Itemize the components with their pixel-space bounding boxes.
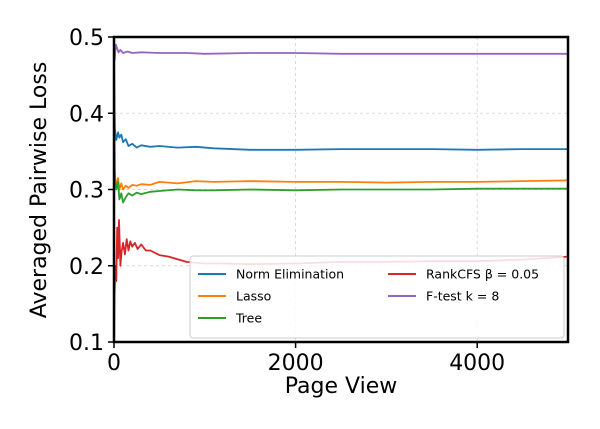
series-line-2	[114, 59, 568, 204]
y-tick-label: 0.4	[69, 102, 104, 127]
y-axis-label: Averaged Pairwise Loss	[27, 62, 52, 319]
legend-box	[189, 255, 565, 339]
legend-label: Lasso	[236, 289, 271, 304]
legend-label: Norm Elimination	[236, 267, 344, 282]
legend-label: RankCFS β = 0.05	[426, 267, 539, 282]
series-line-0	[114, 67, 568, 151]
y-tick-label: 0.5	[69, 26, 104, 51]
x-tick-label: 4000	[449, 351, 505, 376]
legend: Norm Elimination Lasso Tree RankCFS β = 0.0…	[189, 255, 565, 339]
axis-ticks: 0 2000 4000 0.1 0.2 0.3 0.4 0.5	[69, 26, 505, 376]
x-axis-label: Page View	[285, 374, 397, 399]
series-line-4	[114, 37, 568, 61]
legend-label: Tree	[235, 311, 262, 326]
y-tick-label: 0.2	[69, 255, 104, 280]
x-tick-label: 2000	[268, 351, 324, 376]
y-tick-label: 0.1	[69, 331, 104, 356]
x-tick-label: 0	[107, 351, 121, 376]
legend-label: F-test k = 8	[426, 289, 499, 304]
y-tick-label: 0.3	[69, 179, 104, 204]
